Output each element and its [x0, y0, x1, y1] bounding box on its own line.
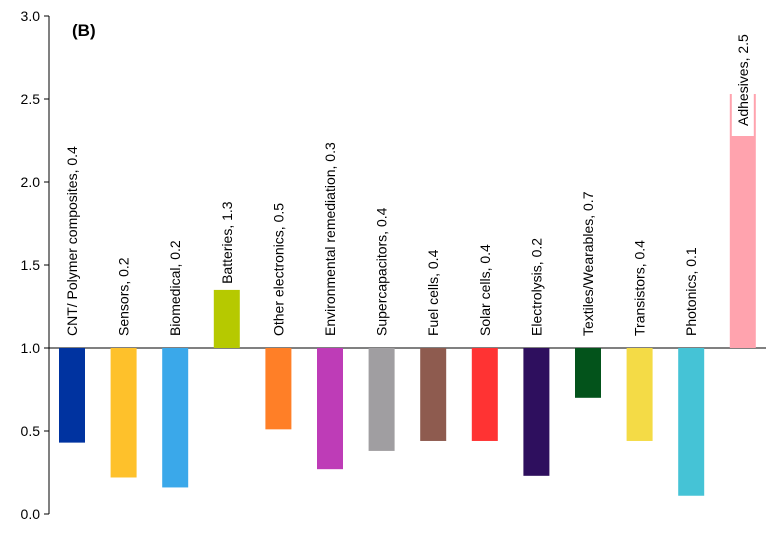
label-mask — [731, 6, 754, 136]
category-label: Batteries, 1.3 — [219, 201, 235, 284]
category-label: Photonics, 0.1 — [683, 247, 699, 336]
bar — [575, 348, 601, 398]
category-label: Biomedical, 0.2 — [167, 240, 183, 336]
y-tick-label: 1.0 — [21, 340, 41, 356]
y-tick-label: 0.5 — [21, 423, 41, 439]
category-label: Environmental remediation, 0.3 — [322, 142, 338, 336]
bar — [59, 348, 85, 443]
category-label: CNT/ Polymer composites, 0.4 — [64, 146, 80, 336]
category-label: Transistors, 0.4 — [632, 240, 648, 336]
y-tick-label: 3.0 — [21, 8, 41, 24]
bar — [471, 348, 498, 441]
y-tick-label: 0.0 — [21, 506, 41, 522]
category-labels: CNT/ Polymer composites, 0.4 Sensors, 0.2… — [64, 34, 751, 336]
y-tick-label: 2.0 — [21, 174, 41, 190]
category-label: Supercapacitors, 0.4 — [374, 207, 390, 336]
bar — [110, 348, 137, 478]
bar — [368, 348, 395, 451]
category-label: Fuel cells, 0.4 — [425, 249, 441, 336]
bar — [317, 348, 343, 470]
y-tick-label: 1.5 — [21, 257, 41, 273]
panel-label: (B) — [72, 21, 96, 40]
category-label: Sensors, 0.2 — [116, 257, 132, 336]
category-label: Other electronics, 0.5 — [270, 203, 286, 336]
bar — [265, 348, 292, 430]
bar — [213, 289, 240, 348]
y-axis: 0.0 0.5 1.0 1.5 2.0 2.5 3.0 — [21, 8, 766, 522]
bar — [420, 348, 447, 441]
bar — [729, 94, 756, 349]
bar — [678, 348, 705, 496]
category-label: Textiles/Wearables, 0.7 — [580, 191, 596, 336]
category-label: Solar cells, 0.4 — [477, 244, 493, 336]
y-tick-label: 2.5 — [21, 91, 41, 107]
bar — [523, 348, 550, 476]
category-label: Adhesives, 2.5 — [735, 34, 751, 126]
bar — [626, 348, 653, 441]
bar — [162, 348, 189, 488]
bars — [59, 6, 756, 496]
category-label: Electrolysis, 0.2 — [528, 238, 544, 336]
